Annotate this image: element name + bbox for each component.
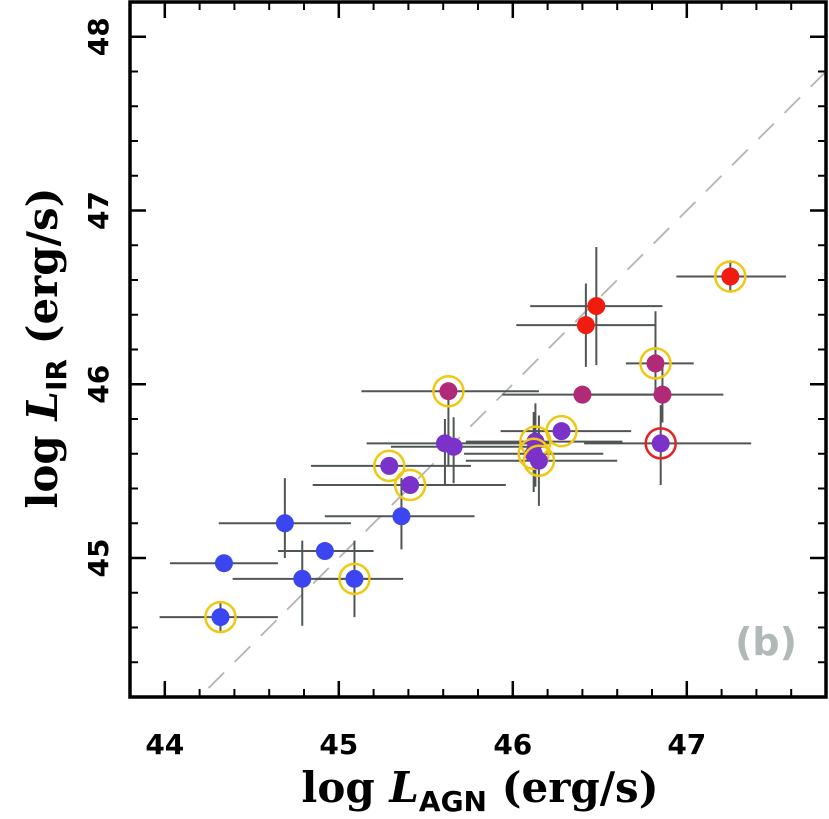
data-point-blue [392, 507, 411, 526]
point-layer [204, 260, 747, 634]
data-point-blue [214, 554, 233, 573]
errorbar-layer [159, 246, 786, 631]
data-point-violet [529, 451, 548, 470]
data-point-red [721, 267, 740, 286]
highlight-ring-yellow [639, 347, 672, 380]
data-point-violet [380, 456, 399, 475]
data-point-magenta [646, 354, 665, 373]
data-point-violet [651, 434, 670, 453]
y-tick-label: 48 [82, 17, 115, 56]
data-point-magenta [573, 385, 592, 404]
one-to-one-line [198, 70, 826, 697]
y-tick-label: 47 [82, 191, 115, 230]
data-point-violet [552, 422, 571, 441]
x-tick-label: 46 [493, 728, 532, 761]
plot-frame [128, 0, 828, 699]
highlight-ring-yellow [393, 468, 427, 502]
highlight-ring-yellow [338, 562, 371, 596]
y-axis-title: log LIR (erg/s) [18, 187, 73, 508]
tick-layer: 44 45 46 47 45 46 47 48 [82, 1, 827, 761]
x-axis-title: log LAGN (erg/s) [301, 763, 658, 818]
highlight-ring-yellow [432, 374, 465, 408]
highlight-ring-red [644, 427, 677, 460]
data-point-red [576, 316, 595, 335]
data-point-red [587, 297, 606, 316]
data-point-blue [345, 569, 364, 588]
data-point-blue [275, 514, 294, 533]
data-point-magenta [653, 385, 672, 404]
data-point-blue [211, 608, 230, 627]
data-point-blue [315, 542, 334, 561]
data-point-violet [444, 437, 463, 456]
x-tick-label: 44 [145, 728, 184, 761]
reference-line-layer [198, 70, 826, 697]
highlight-ring-yellow [517, 437, 550, 470]
highlight-ring-yellow [545, 414, 578, 448]
highlight-ring-yellow [204, 600, 237, 634]
x-tick-label: 47 [667, 728, 706, 761]
highlight-ring-yellow [373, 449, 406, 483]
x-tick-label: 45 [319, 728, 358, 761]
highlight-ring-yellow [714, 260, 747, 293]
data-point-blue [293, 569, 312, 588]
y-tick-label: 45 [82, 539, 115, 578]
data-point-magenta [439, 382, 458, 401]
highlight-ring-yellow [522, 444, 556, 477]
y-tick-label: 46 [82, 365, 115, 404]
data-point-violet [401, 476, 420, 495]
panel-label: (b) [735, 620, 797, 664]
